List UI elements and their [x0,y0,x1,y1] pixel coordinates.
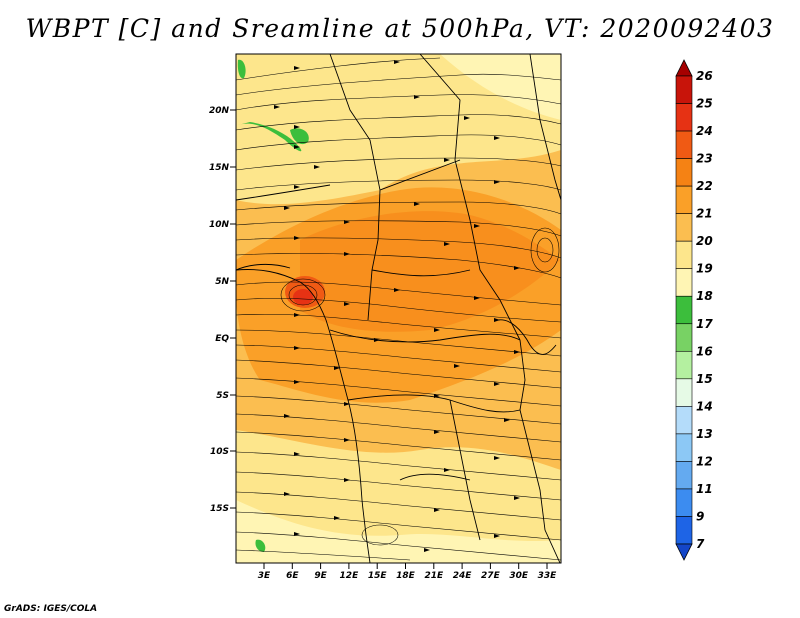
lon-label: 6E [286,571,299,581]
colorbar-segment [675,158,693,187]
colorbar-segment [675,185,693,214]
colorbar-segment [675,75,693,104]
colorbar-segment [675,240,693,270]
colorbar-top-arrow [675,59,693,77]
colorbar-bottom-arrow [675,543,693,561]
map-frame [235,53,562,564]
colorbar-segment [675,323,693,352]
map-area [236,54,561,563]
lon-label: 12E [340,571,360,581]
lon-label: 15E [368,571,388,581]
colorbar-segment [675,461,693,490]
lon-label: 33E [538,571,558,581]
colorbar-label: 7 [696,537,705,551]
lon-label: 24E [453,571,473,581]
colorbar-segment [675,433,693,462]
colorbar-label: 13 [696,427,713,441]
lon-label: 18E [396,571,416,581]
colorbar-label: 22 [696,179,713,193]
wbpt-17-patch-2 [290,128,309,145]
colorbar-label: 24 [696,124,713,138]
lon-label: 3E [258,571,271,581]
wbpt-22-core [300,211,560,332]
colorbar-label: 12 [696,454,713,468]
lon-label: 21E [424,571,444,581]
lon-label: 27E [481,571,501,581]
colorbar-label: 21 [696,207,713,221]
colorbar-segment [675,516,693,545]
wbpt-19-region-south [236,500,561,563]
colorbar-label: 9 [696,509,704,523]
colorbar-segment [675,378,693,407]
colorbar: 26 25 24 23 22 21 20 19 18 17 16 15 14 13 12 11 9 7 [675,59,713,561]
lat-label: 10S [210,447,229,457]
colorbar-label: 15 [696,372,713,386]
lat-label: 15S [210,504,229,514]
colorbar-segment [675,350,693,380]
colorbar-segment [675,295,693,325]
colorbar-segment [675,103,693,132]
lat-label: 5S [216,391,229,401]
lat-label: 10N [209,220,230,230]
latitude-axis: 20N 15N 10N 5N EQ 5S 10S 15S [209,106,236,514]
colorbar-segment [675,488,693,517]
lat-label: 5N [215,277,229,287]
lon-label: 9E [314,571,327,581]
colorbar-segment [675,268,693,297]
lat-label: EQ [215,334,229,344]
colorbar-label: 26 [696,69,713,83]
grads-credit: GrADS: IGES/COLA [4,604,98,614]
colorbar-label: 23 [696,152,713,166]
colorbar-label: 19 [696,262,713,276]
lat-label: 15N [209,163,230,173]
wbpt-19-region-ne [440,54,561,120]
colorbar-label: 17 [696,317,713,331]
colorbar-label: 18 [696,289,713,303]
colorbar-segment [675,406,693,435]
streamline-arrows [274,60,520,552]
colorbar-label: 25 [696,97,713,111]
wbpt-17-patch-south [255,539,266,552]
colorbar-label: 16 [696,344,713,358]
wbpt-24-spot [293,289,313,305]
colorbar-segment [675,130,693,159]
colorbar-segment [675,213,693,242]
colorbar-label: 14 [696,399,713,413]
colorbar-label: 11 [696,482,713,496]
lat-label: 20N [209,106,230,116]
lon-label: 30E [509,571,529,581]
colorbar-label: 20 [696,234,713,248]
wbpt-17-patch-3 [237,59,246,79]
longitude-axis: 3E 6E 9E 12E 15E 18E 21E 24E 27E 30E 33E [258,563,557,581]
chart-title: WBPT [C] and Sreamline at 500hPa, VT: 20… [25,14,775,43]
